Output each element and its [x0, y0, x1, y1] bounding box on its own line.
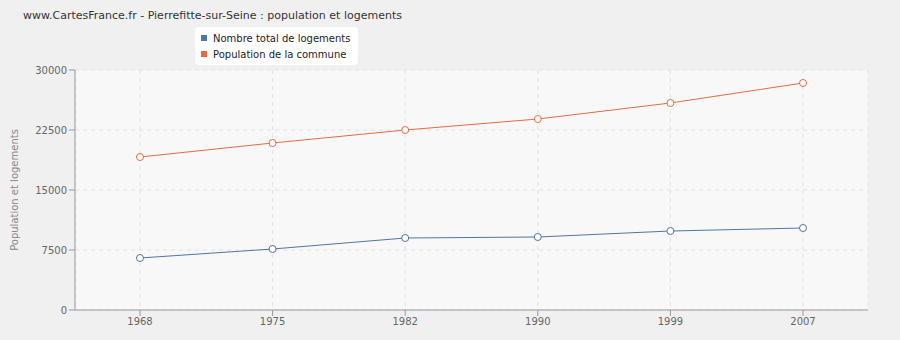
svg-text:0: 0	[61, 305, 67, 316]
html-text:www.CartesFrance.fr - Pierrefi: www.CartesFrance.fr - Pierrefitte-sur-Se…	[23, 9, 402, 22]
svg-text:1982: 1982	[392, 316, 417, 327]
svg-text:7500: 7500	[42, 245, 67, 256]
svg-text:2007: 2007	[790, 316, 815, 327]
svg-text:15000: 15000	[35, 185, 67, 196]
svg-text:1999: 1999	[658, 316, 683, 327]
svg-text:1975: 1975	[260, 316, 285, 327]
html-text:Population de la commune: Population de la commune	[213, 48, 347, 60]
svg-text:1968: 1968	[127, 316, 152, 327]
svg-text:1990: 1990	[525, 316, 550, 327]
html-text:Nombre total de logements: Nombre total de logements	[213, 32, 351, 44]
svg-text:Population et logements: Population et logements	[9, 129, 20, 251]
svg-text:22500: 22500	[35, 125, 67, 136]
svg-text:30000: 30000	[35, 65, 67, 76]
